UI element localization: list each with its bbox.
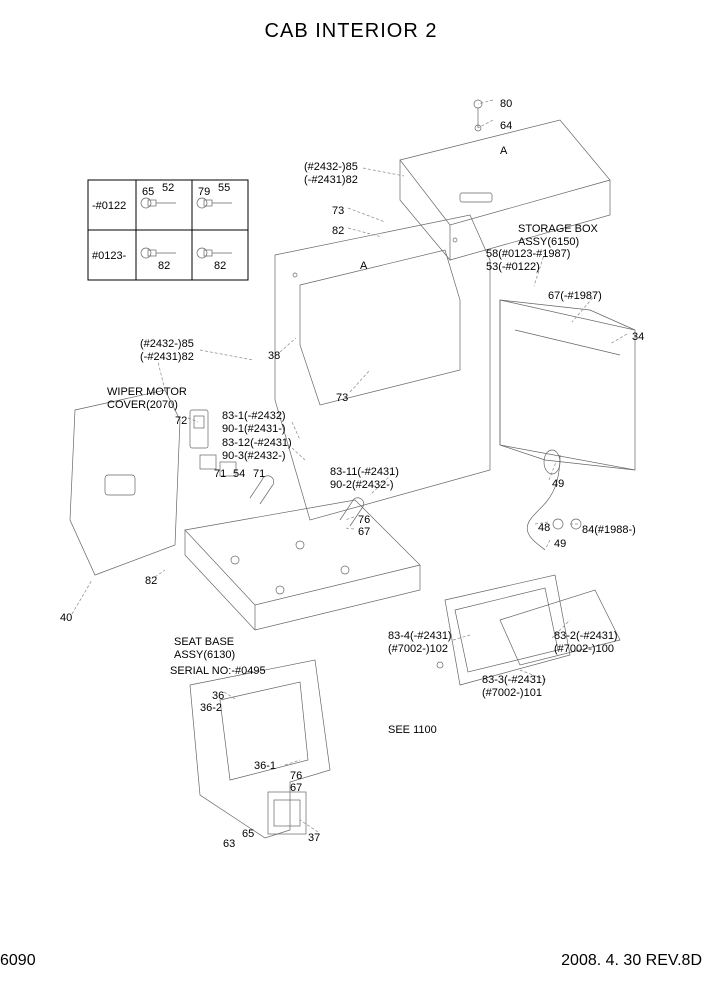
callout-n72: 72 bbox=[175, 415, 187, 428]
footer-right: 2008. 4. 30 REV.8D bbox=[561, 952, 702, 970]
tbl-c0t: 65 bbox=[142, 186, 154, 199]
diagram-page: CAB INTERIOR 2 bbox=[0, 0, 702, 992]
callout-n80: 80 bbox=[500, 98, 512, 111]
callout-nA1: A bbox=[500, 145, 507, 158]
callout-n71r: 71 bbox=[253, 468, 265, 481]
callout-n82l: 82 bbox=[145, 575, 157, 588]
callout-storage_box: STORAGE BOXASSY(6150) bbox=[518, 223, 598, 249]
callout-n73m: 73 bbox=[336, 392, 348, 405]
callout-n64: 64 bbox=[500, 120, 512, 133]
tbl-c2t: 82 bbox=[158, 260, 170, 273]
footer-left: 6090 bbox=[0, 952, 36, 970]
callout-n37: 37 bbox=[308, 832, 320, 845]
callout-n83_11: 83-11(-#2431)90-2(#2432-) bbox=[330, 466, 399, 492]
callout-see1100: SEE 1100 bbox=[388, 724, 437, 737]
callout-n85a: (#2432-)85(-#2431)82 bbox=[304, 161, 358, 187]
callout-nA2: A bbox=[360, 260, 367, 273]
tbl-c0b: 52 bbox=[162, 182, 174, 195]
callout-n83_2: 83-2(-#2431)(#7002-)100 bbox=[554, 630, 618, 656]
tbl-row-1: #0123- bbox=[92, 250, 126, 263]
callout-n71l: 71 bbox=[214, 468, 226, 481]
callout-n65b: 65 bbox=[242, 828, 254, 841]
tbl-c3t: 82 bbox=[214, 260, 226, 273]
callout-n48: 48 bbox=[538, 522, 550, 535]
callout-seat_base: SEAT BASEASSY(6130) bbox=[174, 636, 235, 662]
callout-n85b: (#2432-)85(-#2431)82 bbox=[140, 338, 194, 364]
callout-n73t: 73 bbox=[332, 205, 344, 218]
fastener-table bbox=[0, 0, 702, 992]
callout-n36_2: 36-2 bbox=[200, 702, 222, 715]
callout-n40: 40 bbox=[60, 612, 72, 625]
callout-n82t: 82 bbox=[332, 225, 344, 238]
callout-n83_1: 83-1(-#2432)90-1(#2431-) bbox=[222, 410, 286, 436]
callout-n38: 38 bbox=[268, 350, 280, 363]
callout-n36_1: 36-1 bbox=[254, 760, 276, 773]
callout-n83_12: 83-12(-#2431)90-3(#2432-) bbox=[222, 437, 292, 463]
callout-n49t: 49 bbox=[552, 478, 564, 491]
tbl-c1b: 55 bbox=[218, 182, 230, 195]
callout-n84: 84(#1988-) bbox=[582, 524, 636, 537]
callout-n67b: 67 bbox=[290, 782, 302, 795]
callout-n83_4: 83-4(-#2431)(#7002-)102 bbox=[388, 630, 452, 656]
tbl-row-0: -#0122 bbox=[92, 200, 126, 213]
callout-n34: 34 bbox=[632, 331, 644, 344]
callout-serial: SERIAL NO:-#0495 bbox=[170, 665, 266, 678]
callout-n54: 54 bbox=[233, 468, 245, 481]
callout-n63: 63 bbox=[223, 838, 235, 851]
callout-n67a: 67 bbox=[358, 526, 370, 539]
callout-n58: 58(#0123-#1987)53(-#0122) bbox=[486, 248, 570, 274]
tbl-c1t: 79 bbox=[198, 186, 210, 199]
callout-n83_3: 83-3(-#2431)(#7002-)101 bbox=[482, 674, 546, 700]
callout-n67: 67(-#1987) bbox=[548, 290, 602, 303]
callout-wiper_motor: WIPER MOTORCOVER(2070) bbox=[107, 386, 187, 412]
callout-n49b: 49 bbox=[554, 538, 566, 551]
